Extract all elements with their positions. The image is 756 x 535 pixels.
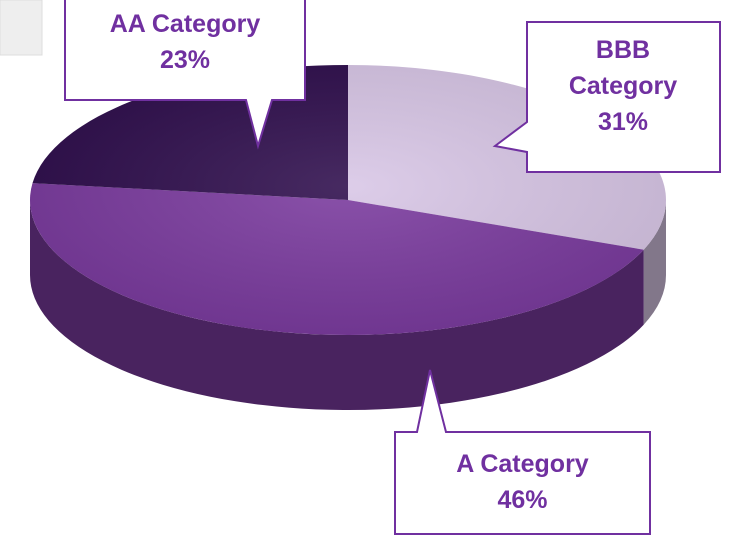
callout [492, 21, 721, 173]
panel [0, 0, 43, 56]
data-label: A Category 46% [395, 446, 650, 518]
slice-side [30, 200, 644, 410]
category-label: AA Category [109, 10, 261, 38]
category-label: A Category [456, 450, 589, 478]
callout [394, 369, 651, 535]
category-label: BBB Category [568, 36, 678, 100]
data-label: AA Category 23% [65, 6, 305, 78]
value-label: 46% [497, 486, 548, 514]
value-label: 23% [159, 46, 211, 74]
data-label: BBB Category 31% [558, 32, 688, 140]
callout [64, 0, 306, 150]
value-label: 31% [597, 108, 649, 136]
